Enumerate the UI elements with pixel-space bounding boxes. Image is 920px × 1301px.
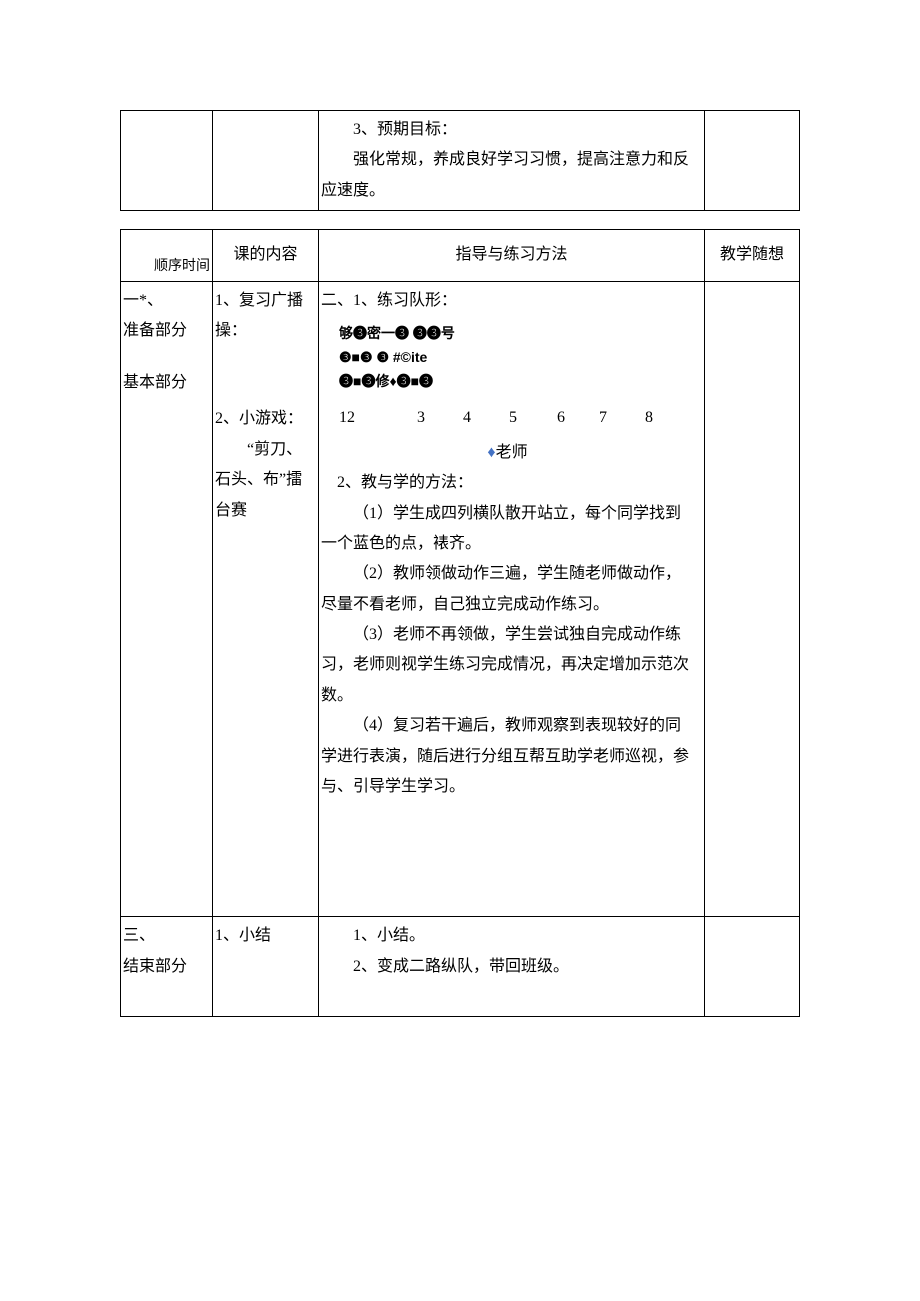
table-top: 3、预期目标： 强化常规，养成良好学习习惯，提高注意力和反应速度。 <box>120 110 800 211</box>
section-label: 结束部分 <box>123 952 210 982</box>
header-method: 指导与练习方法 <box>319 230 705 281</box>
table-main: 顺序时间 课的内容 指导与练习方法 教学随想 一*、 准备部分 基本部分 1、复… <box>120 229 800 1017</box>
corner-label: 顺序时间 <box>154 254 210 281</box>
diagram-number: 5 <box>509 403 517 433</box>
cell-sequence: 三、 结束部分 <box>121 917 213 1017</box>
section-label: 一*、 <box>123 286 210 316</box>
formation-title: 二、1、练习队形： <box>321 286 702 316</box>
content-item: 1、小结 <box>215 921 316 951</box>
diagram-number: 8 <box>645 403 653 433</box>
header-corner: 顺序时间 <box>121 230 213 281</box>
table-header-row: 顺序时间 课的内容 指导与练习方法 教学随想 <box>121 230 800 281</box>
spacer <box>215 346 316 404</box>
goal-text: 强化常规，养成良好学习习惯，提高注意力和反应速度。 <box>321 145 702 206</box>
cell-sequence: 一*、 准备部分 基本部分 <box>121 281 213 917</box>
methods-list: （1）学生成四列横队散开站立，每个同学找到一个蓝色的点，裱齐。（2）教师领做动作… <box>321 499 702 803</box>
diamond-icon: ♦ <box>487 444 495 461</box>
spacer <box>123 346 210 368</box>
teacher-marker: ♦老师 <box>321 438 702 468</box>
cell-empty <box>705 111 800 211</box>
content-item: 1、复习广播操： <box>215 286 316 347</box>
teacher-label: 老师 <box>496 444 528 461</box>
diagram-number: 7 <box>599 403 607 433</box>
spacer <box>321 802 702 912</box>
header-notes: 教学随想 <box>705 230 800 281</box>
cell-empty <box>121 111 213 211</box>
section-label: 基本部分 <box>123 368 210 398</box>
header-content: 课的内容 <box>213 230 319 281</box>
method-item: （4）复习若干遍后，教师观察到表现较好的同学进行表演，随后进行分组互帮互助学老师… <box>321 711 702 802</box>
method-item: （2）教师领做动作三遍，学生随老师做动作，尽量不看老师，自己独立完成动作练习。 <box>321 559 702 620</box>
diagram-number: 3 <box>417 403 425 433</box>
content-item: 2、小游戏： <box>215 404 316 434</box>
diagram-numbers: 12 3 4 5 6 7 8 <box>321 397 702 437</box>
summary-line: 1、小结。 <box>321 921 702 951</box>
diagram-number: 6 <box>557 403 565 433</box>
section-label: 三、 <box>123 921 210 951</box>
formation-diagram: 够❸密一❸ ❸❸号 ❸■❸ ❸ #©ite ❸■❸修♦❸■❸ <box>321 316 702 397</box>
cell-method: 1、小结。 2、变成二路纵队，带回班级。 <box>319 917 705 1017</box>
diagram-row: ❸■❸ ❸ #©ite <box>339 346 702 370</box>
goal-label: 3、预期目标： <box>321 115 702 145</box>
cell-notes <box>705 917 800 1017</box>
table-gap <box>120 211 800 229</box>
summary-line: 2、变成二路纵队，带回班级。 <box>321 952 702 982</box>
cell-notes <box>705 281 800 917</box>
diagram-row: 够❸密一❸ ❸❸号 <box>339 322 702 346</box>
cell-empty <box>213 111 319 211</box>
cell-content: 1、小结 <box>213 917 319 1017</box>
table-row: 3、预期目标： 强化常规，养成良好学习习惯，提高注意力和反应速度。 <box>121 111 800 211</box>
cell-goal: 3、预期目标： 强化常规，养成良好学习习惯，提高注意力和反应速度。 <box>319 111 705 211</box>
cell-content: 1、复习广播操： 2、小游戏： “剪刀、石头、布”擂台赛 <box>213 281 319 917</box>
content-desc: “剪刀、石头、布”擂台赛 <box>215 435 316 526</box>
diagram-row: ❸■❸修♦❸■❸ <box>339 370 702 394</box>
diagram-number: 12 <box>339 403 355 433</box>
table-row: 三、 结束部分 1、小结 1、小结。 2、变成二路纵队，带回班级。 <box>121 917 800 1017</box>
table-row: 一*、 准备部分 基本部分 1、复习广播操： 2、小游戏： “剪刀、石头、布”擂… <box>121 281 800 917</box>
cell-method: 二、1、练习队形： 够❸密一❸ ❸❸号 ❸■❸ ❸ #©ite ❸■❸修♦❸■❸… <box>319 281 705 917</box>
method-item: （1）学生成四列横队散开站立，每个同学找到一个蓝色的点，裱齐。 <box>321 499 702 560</box>
method-title: 2、教与学的方法： <box>321 468 702 498</box>
diagram-number: 4 <box>463 403 471 433</box>
method-item: （3）老师不再领做，学生尝试独自完成动作练习，老师则视学生练习完成情况，再决定增… <box>321 620 702 711</box>
section-label: 准备部分 <box>123 316 210 346</box>
